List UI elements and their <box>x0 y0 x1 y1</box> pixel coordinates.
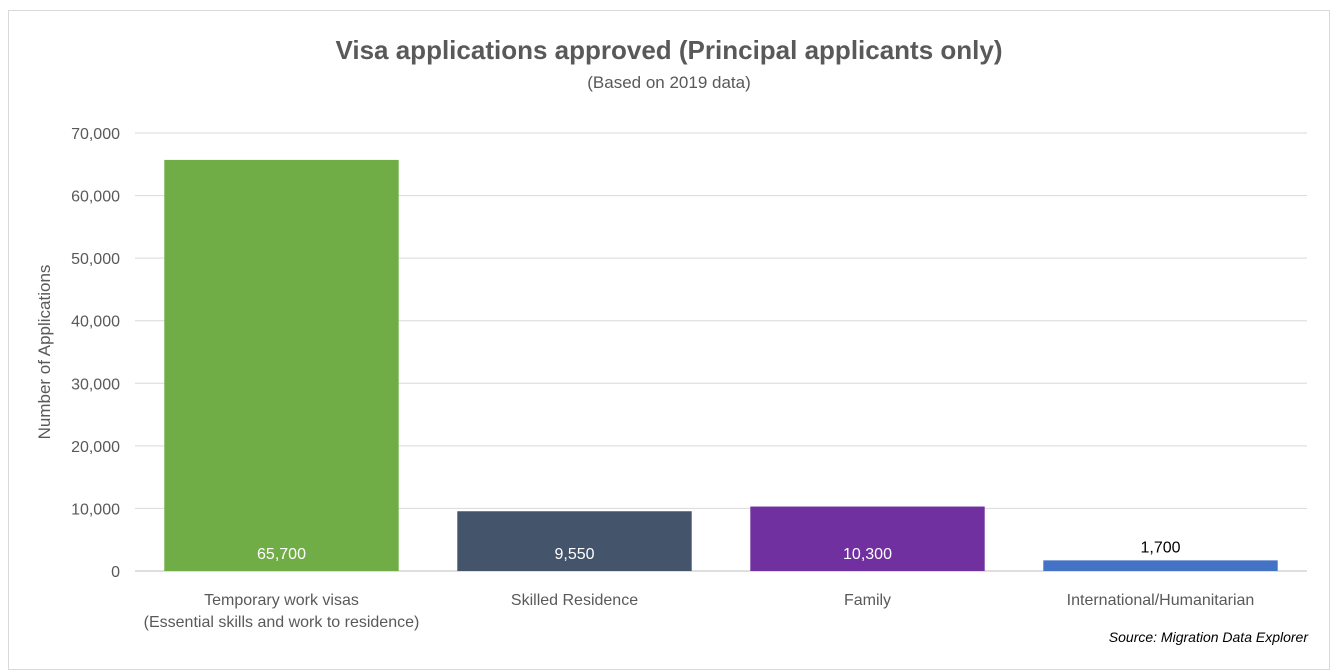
x-category-label: (Essential skills and work to residence) <box>144 614 420 631</box>
x-category-label: Temporary work visas <box>204 592 359 609</box>
data-label: 9,550 <box>554 546 594 563</box>
chart-subtitle: (Based on 2019 data) <box>587 73 751 92</box>
data-label: 1,700 <box>1140 539 1180 556</box>
bar <box>750 506 985 571</box>
y-tick-label: 50,000 <box>71 251 120 268</box>
data-labels: 65,700 9,550 10,300 1,700 <box>257 539 1181 563</box>
y-tick-label: 20,000 <box>71 439 120 456</box>
x-category-label: Family <box>844 592 891 609</box>
data-label: 65,700 <box>257 546 306 563</box>
bar <box>1043 560 1278 571</box>
bar-chart: 0 10,000 20,000 30,000 40,000 50,000 60,000 70,… <box>35 126 1307 631</box>
y-tick-label: 10,000 <box>71 501 120 518</box>
bars <box>164 159 1278 572</box>
y-tick-label: 30,000 <box>71 376 120 393</box>
y-tick-label: 60,000 <box>71 189 120 206</box>
chart-title: Visa applications approved (Principal ap… <box>335 35 1003 65</box>
y-axis-title: Number of Applications <box>35 265 54 440</box>
y-tick-label: 0 <box>111 564 120 581</box>
y-tick-label: 40,000 <box>71 314 120 331</box>
x-category-label: International/Humanitarian <box>1067 592 1255 609</box>
source-note: Source: Migration Data Explorer <box>1108 629 1308 645</box>
data-label: 10,300 <box>843 546 892 563</box>
bar <box>164 159 399 572</box>
bar <box>457 511 692 571</box>
y-axis-ticks: 0 10,000 20,000 30,000 40,000 50,000 60,000 70,… <box>71 126 120 581</box>
y-tick-label: 70,000 <box>71 126 120 143</box>
x-axis-categories: Temporary work visas (Essential skills an… <box>144 592 1255 631</box>
x-category-label: Skilled Residence <box>511 592 638 609</box>
